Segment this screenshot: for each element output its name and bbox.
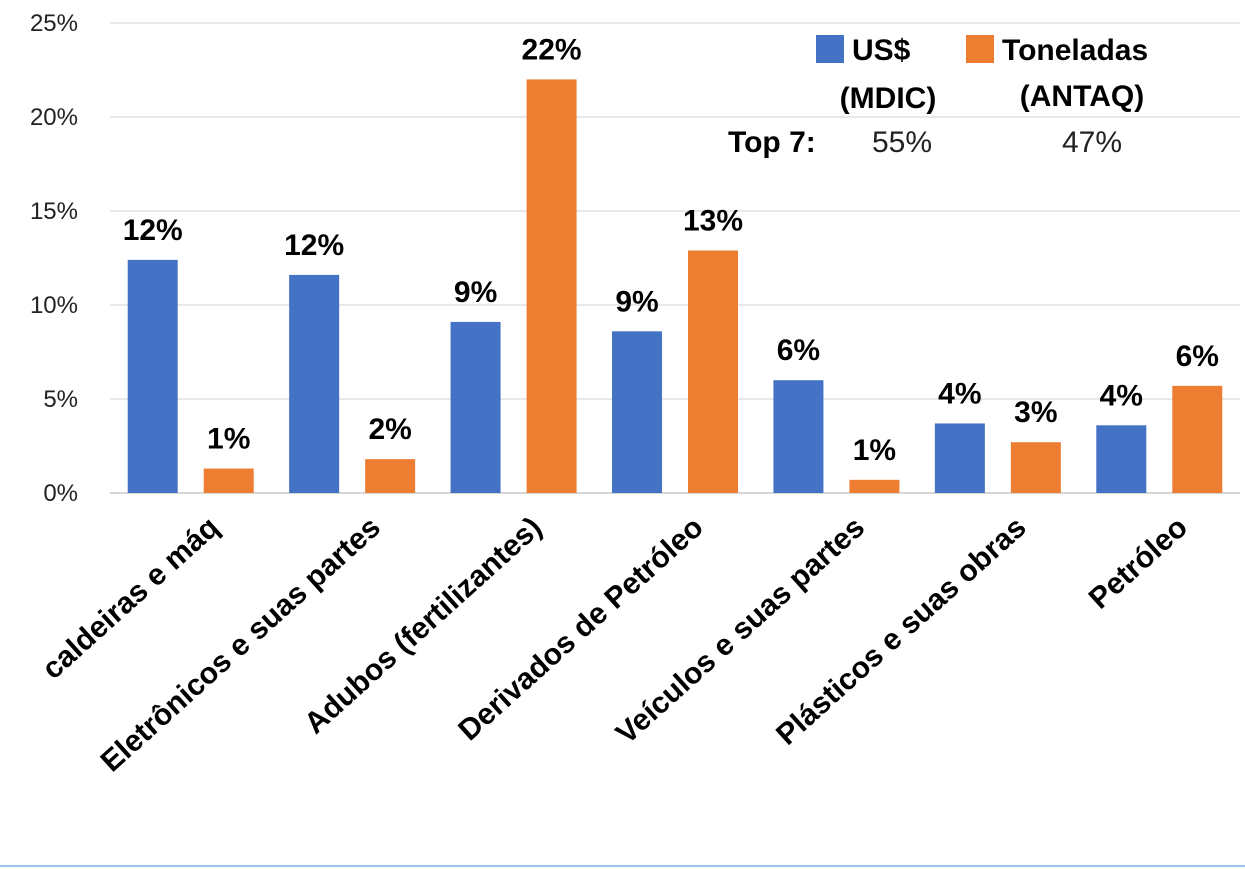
category-label: Petróleo xyxy=(1083,511,1194,616)
bar-usd xyxy=(127,259,178,493)
bar-toneladas xyxy=(526,79,577,494)
bar-toneladas xyxy=(365,459,416,493)
data-label-usd: 4% xyxy=(1100,379,1143,412)
y-tick-label: 10% xyxy=(30,292,78,319)
data-label-usd: 9% xyxy=(615,285,658,318)
legend-label-toneladas-line1: Toneladas xyxy=(1002,34,1148,67)
y-tick-label: 15% xyxy=(30,198,78,225)
bar-usd xyxy=(450,321,501,493)
legend-label-usd-line2: (MDIC) xyxy=(840,82,937,115)
data-label-usd: 9% xyxy=(454,276,497,309)
top7-label: Top 7: xyxy=(728,126,816,159)
bar-toneladas xyxy=(849,479,900,493)
bar-toneladas xyxy=(688,250,738,493)
bar-usd xyxy=(934,423,985,493)
data-label-toneladas: 22% xyxy=(522,33,582,66)
top7-annotation: Top 7: 55% 47% xyxy=(728,126,1122,159)
data-label-toneladas: 2% xyxy=(368,413,411,446)
y-tick-label: 0% xyxy=(43,480,78,507)
legend-label-usd-line1: US$ xyxy=(852,34,911,67)
category-label: Eletrônicos e suas partes xyxy=(95,511,387,779)
bars xyxy=(127,79,1223,494)
data-label-toneladas: 1% xyxy=(207,423,250,456)
bar-usd xyxy=(612,331,662,493)
legend-swatch-toneladas xyxy=(966,35,994,63)
category-label: caldeiras e máq xyxy=(36,511,225,686)
data-label-toneladas: 1% xyxy=(853,434,896,467)
bar-usd xyxy=(773,380,824,493)
legend: US$ (MDIC) Toneladas (ANTAQ) xyxy=(816,34,1148,115)
y-axis-ticks: 0% 5% 10% 15% 20% 25% xyxy=(30,10,78,507)
y-tick-label: 20% xyxy=(30,104,78,131)
bar-usd xyxy=(289,274,340,493)
bar-usd xyxy=(1096,425,1147,493)
top7-value-toneladas: 47% xyxy=(1062,126,1122,159)
data-label-usd: 12% xyxy=(284,229,344,262)
data-label-toneladas: 6% xyxy=(1176,340,1219,373)
top7-value-usd: 55% xyxy=(872,126,932,159)
legend-label-toneladas-line2: (ANTAQ) xyxy=(1020,80,1144,113)
y-tick-label: 5% xyxy=(43,386,78,413)
data-label-toneladas: 13% xyxy=(683,204,743,237)
legend-swatch-usd xyxy=(816,35,844,63)
bar-toneladas xyxy=(203,468,254,493)
bar-toneladas xyxy=(1172,385,1223,493)
data-label-toneladas: 3% xyxy=(1014,396,1057,429)
y-tick-label: 25% xyxy=(30,10,78,37)
data-label-usd: 12% xyxy=(123,214,183,247)
bar-toneladas xyxy=(1010,442,1061,493)
data-label-usd: 6% xyxy=(777,334,820,367)
data-label-usd: 4% xyxy=(938,377,981,410)
data-labels: 12% 1% 12% 2% 9% 22% 9% 13% 6% 1% 4% 3% 4% 6% xyxy=(123,33,1219,466)
